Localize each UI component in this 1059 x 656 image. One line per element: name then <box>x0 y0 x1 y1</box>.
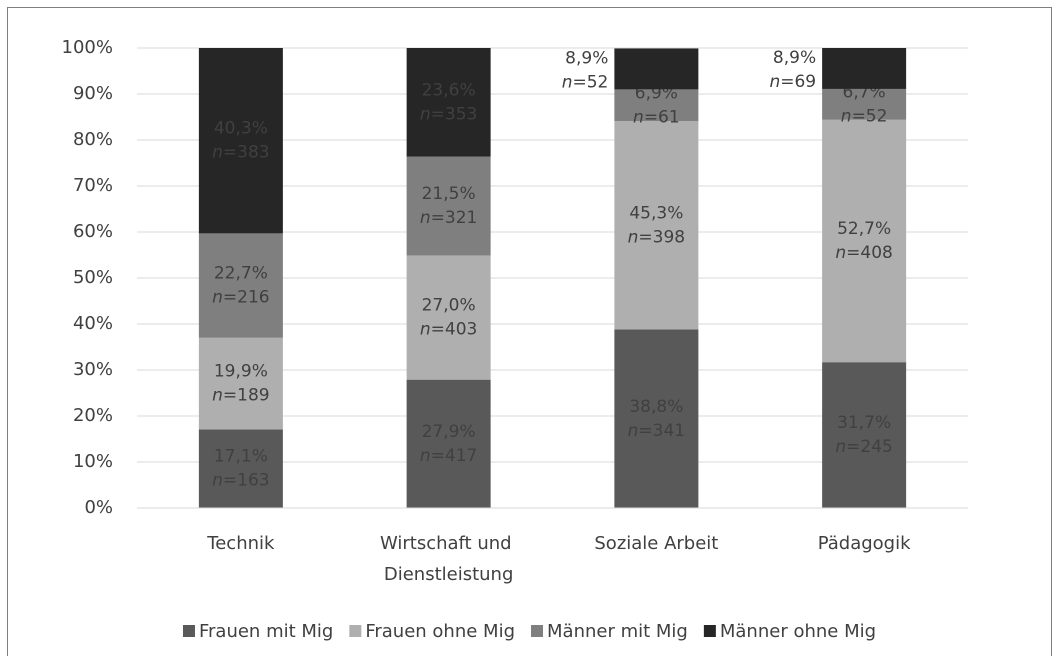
count-label: n=163 <box>212 471 269 491</box>
legend-swatch <box>349 625 362 637</box>
y-tick-label: 50% <box>73 267 113 288</box>
value-label: 8,9% <box>565 48 608 68</box>
count-label: n=383 <box>212 143 269 163</box>
y-tick-label: 10% <box>73 451 113 472</box>
count-label: n=61 <box>633 107 680 127</box>
bar-segment <box>198 233 283 338</box>
y-tick-label: 40% <box>73 313 113 334</box>
value-label: 52,7% <box>837 219 891 239</box>
y-tick-label: 20% <box>73 405 113 426</box>
x-tick-label: Pädagogik <box>818 533 911 554</box>
count-label: n=417 <box>420 446 477 466</box>
count-label: n=52 <box>841 106 888 126</box>
count-label: n=353 <box>420 104 477 124</box>
x-tick-label: Wirtschaft und Dienstleistung <box>380 533 517 585</box>
count-label: n=403 <box>420 320 477 340</box>
legend-label: Männer mit Mig <box>547 621 688 642</box>
bar-segment <box>822 362 907 508</box>
y-tick-label: 70% <box>73 175 113 196</box>
x-tick-label: Soziale Arbeit <box>594 533 718 554</box>
value-label: 31,7% <box>837 413 891 433</box>
bar-segment <box>198 429 283 508</box>
legend-label: Frauen ohne Mig <box>365 621 515 642</box>
count-label: n=245 <box>835 437 892 457</box>
bar-segment <box>406 255 491 380</box>
legend-swatch <box>182 625 195 637</box>
bar-segment <box>822 119 907 363</box>
y-tick-label: 90% <box>73 83 113 104</box>
bar-segment <box>406 379 491 508</box>
count-label: n=52 <box>562 72 609 92</box>
bar-segment <box>822 88 907 120</box>
count-label: n=189 <box>212 386 269 406</box>
bar-segment <box>406 48 491 157</box>
bar-segment <box>406 156 491 256</box>
count-label: n=398 <box>628 227 685 247</box>
bar-segment <box>198 48 283 234</box>
value-label: 38,8% <box>629 397 683 417</box>
x-tick-label: Technik <box>206 533 275 554</box>
value-label: 27,9% <box>422 422 476 442</box>
bar-segment <box>614 121 699 330</box>
bar-segment <box>614 329 699 508</box>
bar-segment <box>822 48 907 89</box>
y-tick-label: 60% <box>73 221 113 242</box>
y-tick-label: 100% <box>62 37 113 58</box>
count-label: n=69 <box>769 72 816 92</box>
count-label: n=321 <box>420 208 477 228</box>
bar-segment <box>198 337 283 430</box>
y-tick-label: 0% <box>84 497 113 518</box>
count-label: n=216 <box>212 288 269 308</box>
value-label: 21,5% <box>422 184 476 204</box>
value-label: 19,9% <box>214 362 268 382</box>
legend-label: Frauen mit Mig <box>199 621 333 642</box>
legend: Frauen mit Mig Frauen ohne Mig Männer mit … <box>182 621 876 642</box>
y-tick-label: 30% <box>73 359 113 380</box>
y-tick-label: 80% <box>73 129 113 150</box>
legend-swatch <box>531 625 544 637</box>
bar-segment <box>614 89 699 122</box>
value-label: 27,0% <box>422 296 476 316</box>
value-label: 8,9% <box>773 48 816 68</box>
value-label: 45,3% <box>629 203 683 223</box>
count-label: n=408 <box>835 243 892 263</box>
count-label: n=341 <box>628 421 685 441</box>
legend-swatch <box>703 625 716 637</box>
value-label: 22,7% <box>214 264 268 284</box>
value-label: 17,1% <box>214 447 268 467</box>
legend-label: Männer ohne Mig <box>720 621 876 642</box>
bar-segment <box>614 48 699 90</box>
value-label: 23,6% <box>422 80 476 100</box>
value-label: 40,3% <box>214 119 268 139</box>
